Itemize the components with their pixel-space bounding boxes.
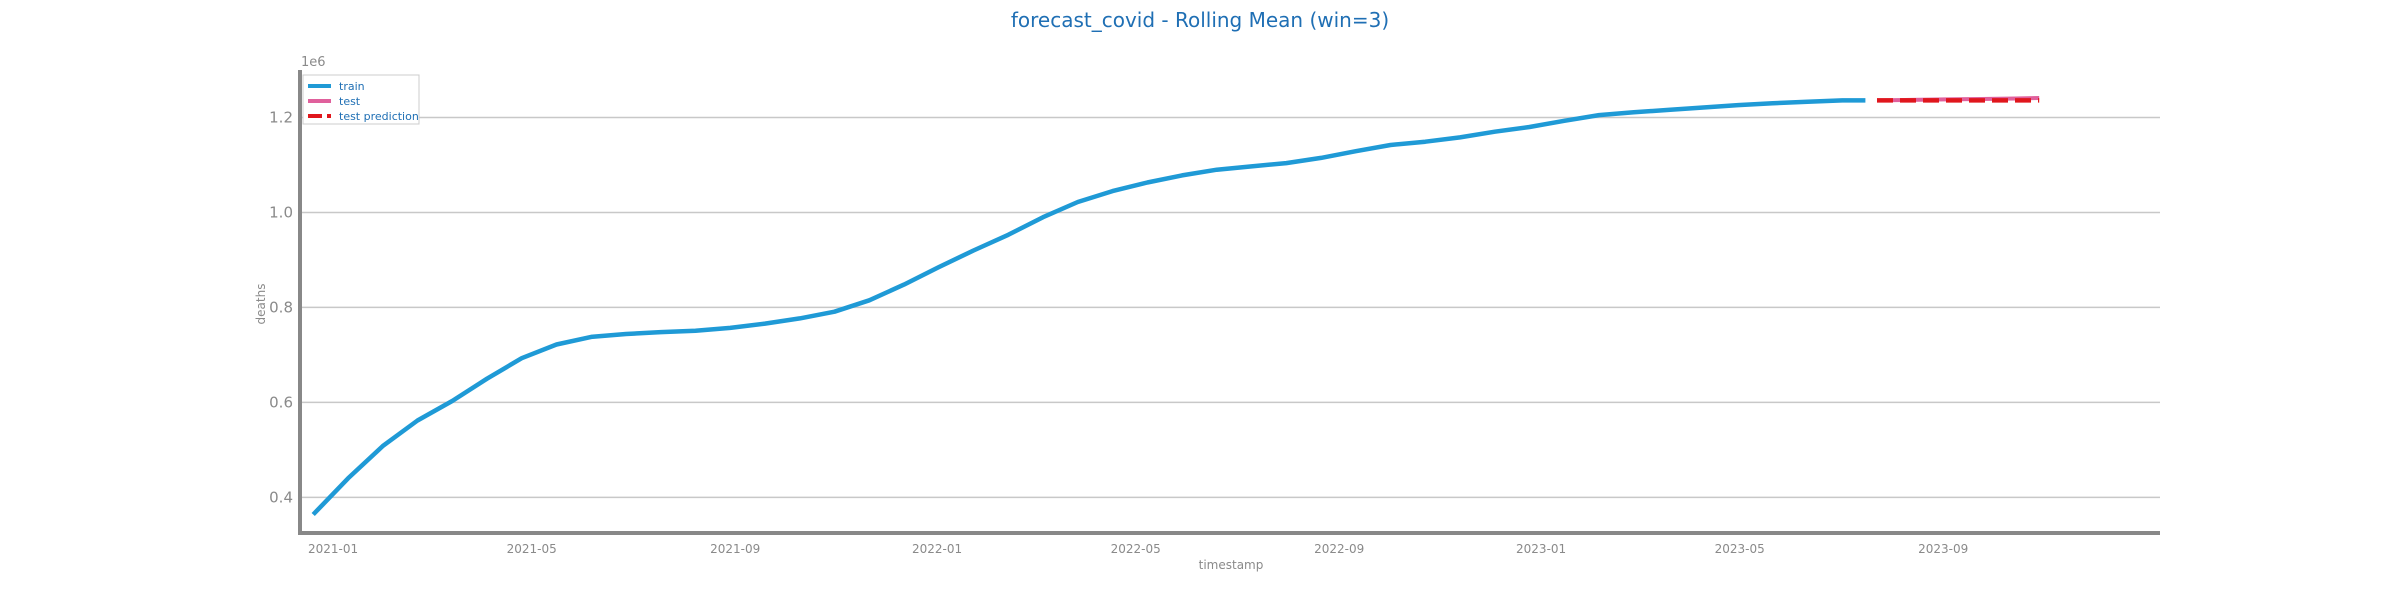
x-axis-label: timestamp (1199, 558, 1264, 572)
y-tick-label: 1.0 (269, 203, 293, 221)
y-axis-label: deaths (254, 284, 268, 325)
grid-layer (300, 116, 2160, 499)
x-tick-label: 2023-09 (1918, 542, 1968, 556)
series-layer (311, 96, 2040, 517)
x-tick-label: 2022-05 (1111, 542, 1161, 556)
x-tick-label: 2022-09 (1314, 542, 1364, 556)
axis-layer: 0.4 0.6 0.8 1.0 1.2 2021-01 2021-05 2021-09 2022… (269, 70, 2160, 556)
legend-label-test-prediction: test prediction (339, 110, 419, 123)
legend-label-train: train (339, 80, 365, 93)
y-tick-label: 0.6 (269, 393, 293, 411)
x-tick-label: 2022-01 (912, 542, 962, 556)
x-tick-label: 2021-01 (308, 542, 358, 556)
y-tick-label: 0.8 (269, 298, 293, 316)
x-tick-label: 2023-05 (1715, 542, 1765, 556)
y-tick-label: 0.4 (269, 488, 293, 506)
x-tick-label: 2021-05 (507, 542, 557, 556)
x-tick-label: 2021-09 (710, 542, 760, 556)
chart-title: forecast_covid - Rolling Mean (win=3) (1011, 8, 1389, 32)
x-tick-label: 2023-01 (1516, 542, 1566, 556)
legend-label-test: test (339, 95, 361, 108)
series-line-train (311, 98, 1866, 517)
legend: train test test prediction (302, 74, 420, 125)
y-offset-label: 1e6 (301, 55, 326, 70)
y-tick-label: 1.2 (269, 108, 293, 126)
